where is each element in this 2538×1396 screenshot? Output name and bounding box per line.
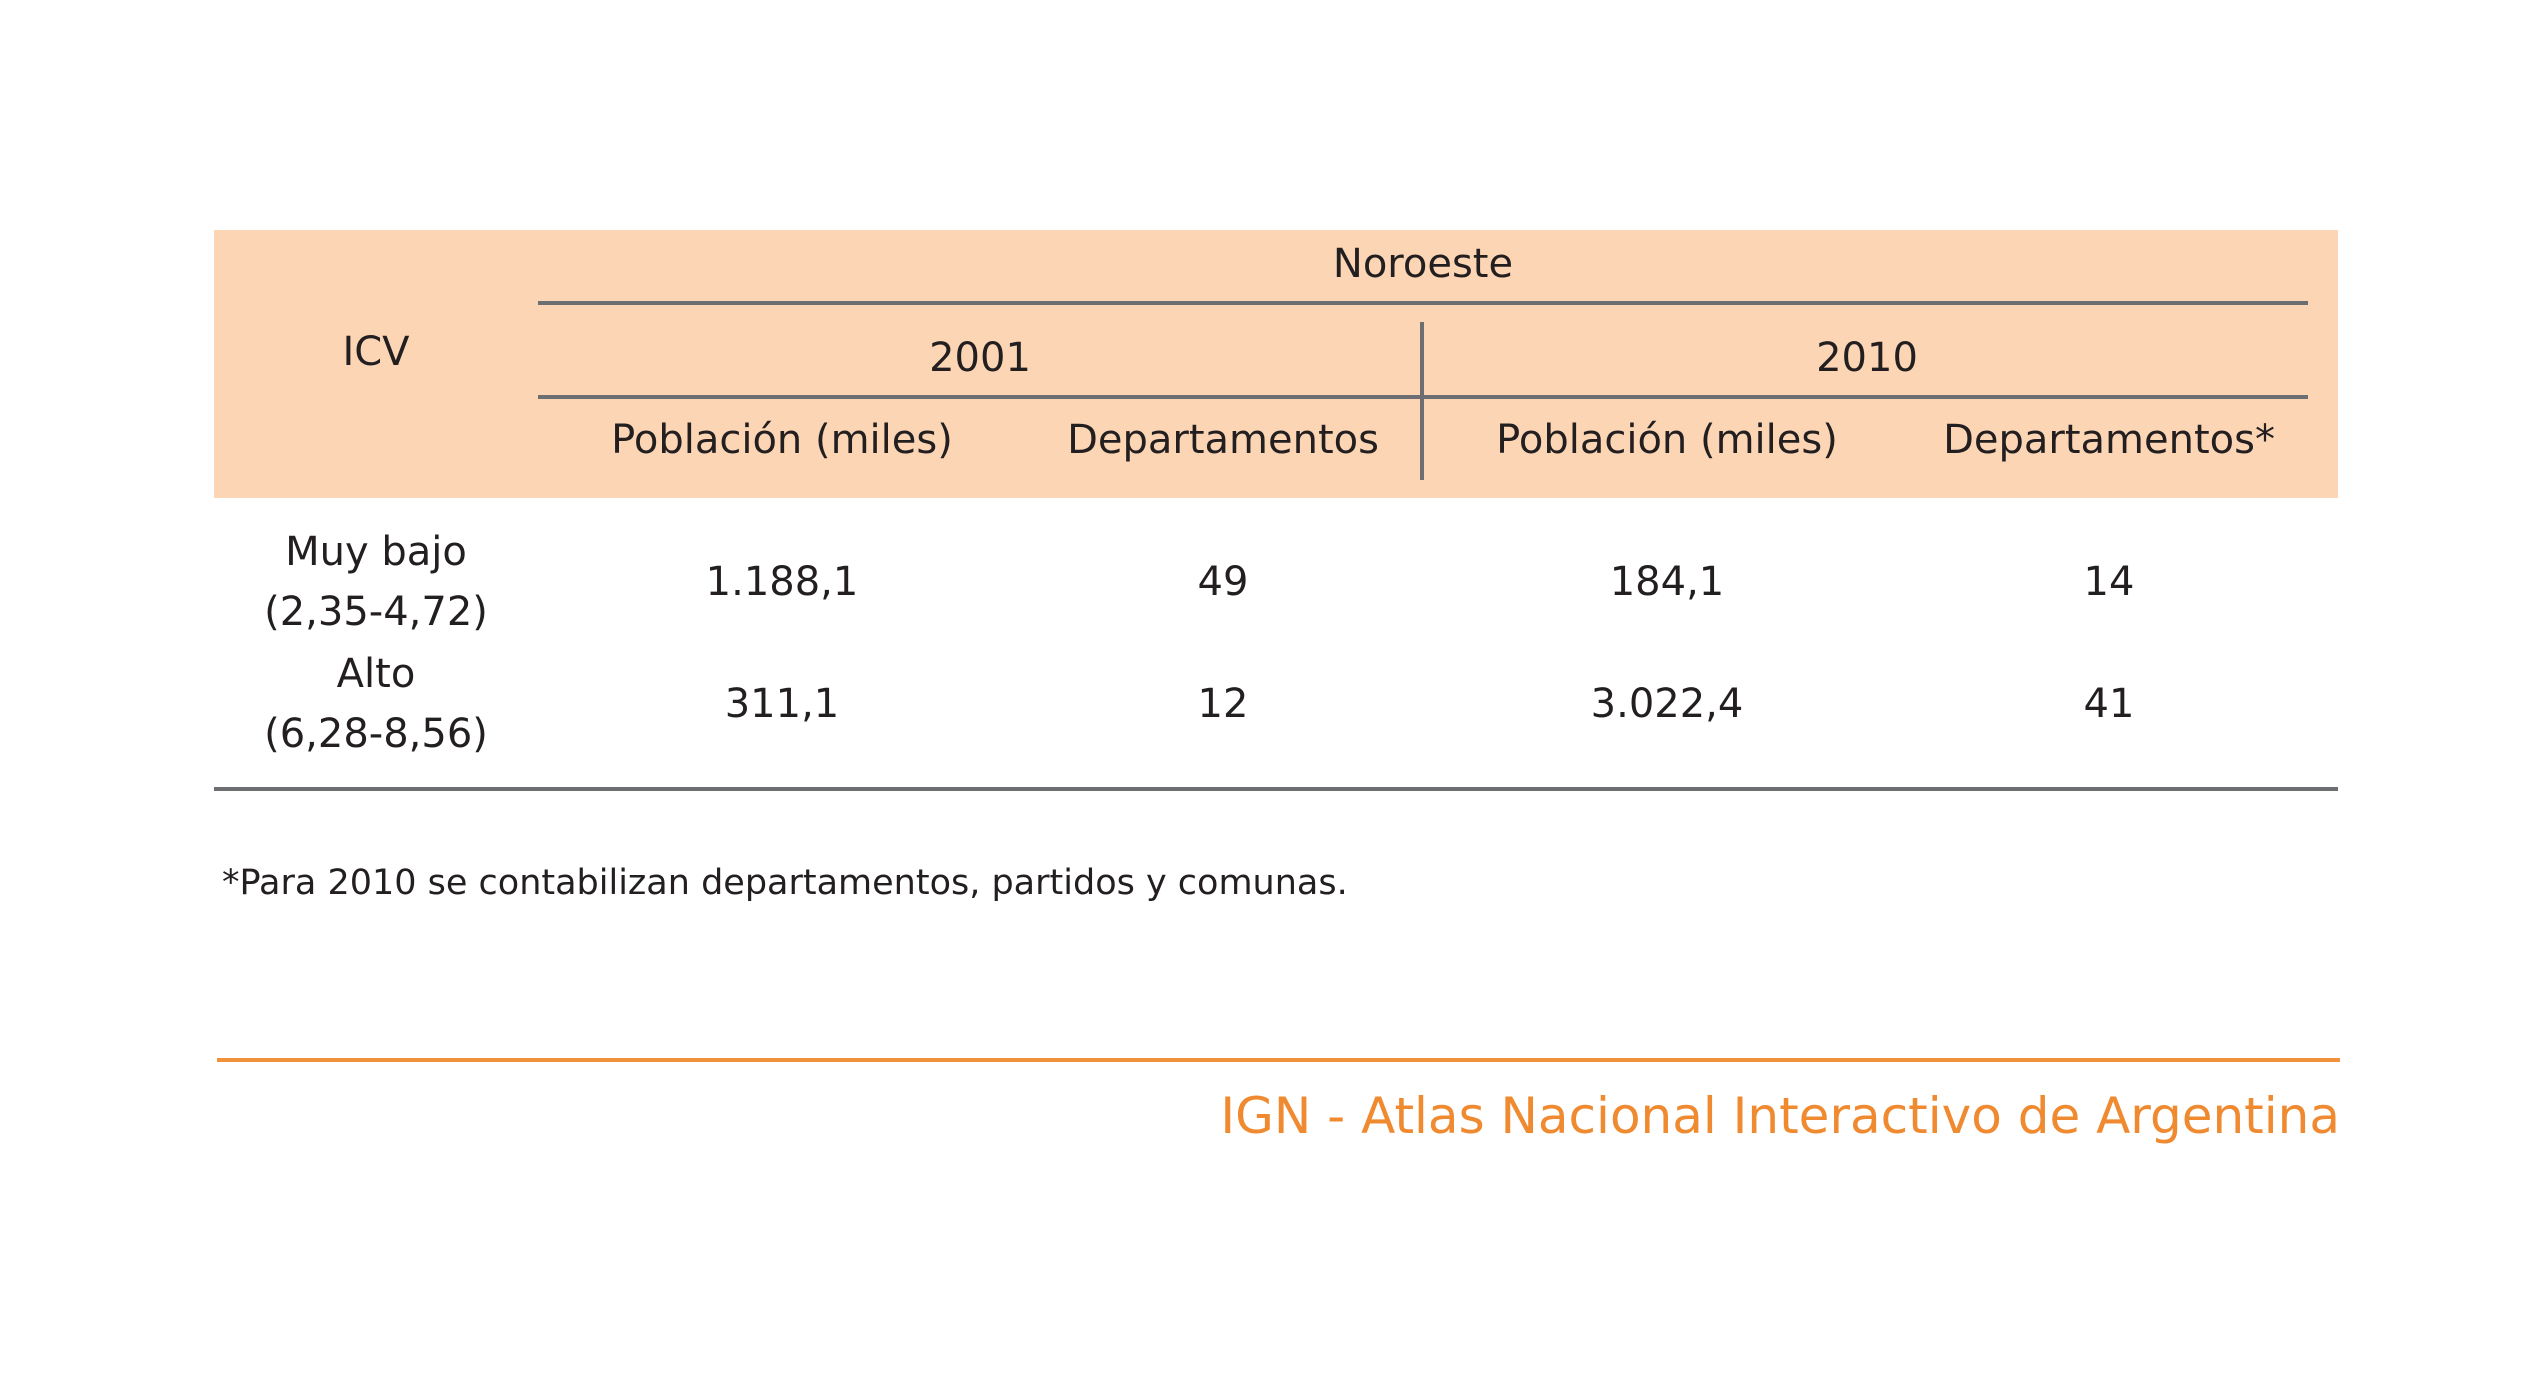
year-group-divider (1420, 322, 1424, 480)
row-label-range: (2,35-4,72) (264, 589, 488, 635)
table-cell: 1.188,1 (705, 559, 859, 605)
row-label-alto: Alto (6,28-8,56) (214, 644, 538, 764)
icv-header: ICV (342, 329, 410, 375)
region-header: Noroeste (1332, 241, 1514, 287)
col-header-poblacion-2001: Población (miles) (611, 417, 953, 463)
table-cell: 311,1 (724, 681, 840, 727)
table-bottom-rule (214, 787, 2338, 791)
footer-brand: IGN - Atlas Nacional Interactivo de Arge… (1220, 1087, 2340, 1145)
table-cell: 41 (2083, 681, 2135, 727)
table-cell: 3.022,4 (1590, 681, 1744, 727)
table-cell: 184,1 (1609, 559, 1725, 605)
region-divider (538, 301, 2308, 305)
footnote: *Para 2010 se contabilizan departamentos… (222, 863, 1348, 903)
row-label-muy-bajo: Muy bajo (2,35-4,72) (214, 522, 538, 642)
table-cell: 14 (2083, 559, 2135, 605)
table-cell: 49 (1197, 559, 1249, 605)
row-label-name: Alto (336, 651, 416, 697)
col-header-departamentos-2001: Departamentos (1067, 417, 1379, 463)
table-header-band (214, 230, 2338, 498)
row-label-range: (6,28-8,56) (264, 711, 488, 757)
col-header-departamentos-2010: Departamentos* (1943, 417, 2275, 463)
row-label-name: Muy bajo (285, 529, 467, 575)
col-header-poblacion-2010: Población (miles) (1496, 417, 1838, 463)
footer-rule (217, 1058, 2340, 1062)
year-header-2010: 2010 (1816, 335, 1918, 381)
year-header-2001: 2001 (929, 335, 1031, 381)
table-cell: 12 (1197, 681, 1249, 727)
